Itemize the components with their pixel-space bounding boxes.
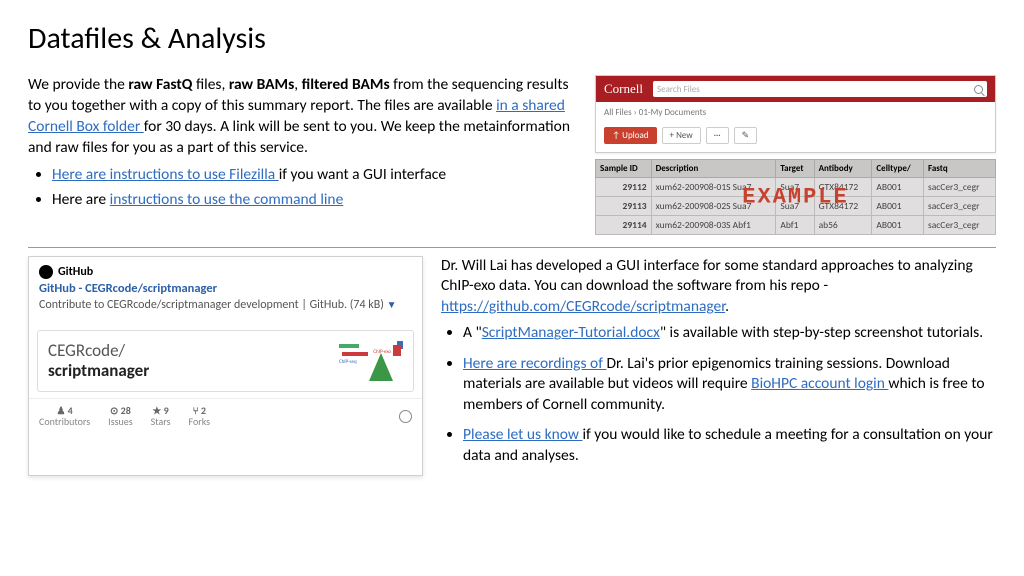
col-header: Antibody <box>814 160 872 178</box>
stat: ⑂ 2Forks <box>189 405 211 427</box>
cmdline-link[interactable]: instructions to use the command line <box>110 190 344 209</box>
stat: ★ 9Stars <box>151 405 171 427</box>
col-header: Fastq <box>923 160 995 178</box>
example-overlay: EXAMPLE <box>742 185 848 210</box>
divider <box>28 247 996 248</box>
list-item: Here are instructions to use the command… <box>52 190 573 211</box>
search-icon <box>974 85 983 94</box>
scriptmanager-link[interactable]: https://github.com/CEGRcode/scriptmanage… <box>441 297 725 316</box>
edit-button[interactable]: ✎ <box>734 127 758 144</box>
github-icon <box>399 410 412 423</box>
more-button[interactable]: ··· <box>706 127 729 144</box>
biohpc-link[interactable]: BioHPC account login <box>751 374 888 393</box>
list-item: Here are instructions to use Filezilla i… <box>52 165 573 186</box>
github-card: GitHub GitHub - CEGRcode/scriptmanager C… <box>28 256 423 476</box>
github-description: Contribute to CEGRcode/scriptmanager dev… <box>39 298 412 314</box>
search-input[interactable]: Search Files <box>653 81 987 97</box>
filezilla-link[interactable]: Here are instructions to use Filezilla <box>52 165 279 184</box>
col-header: Description <box>651 160 776 178</box>
list-item: Please let us know if you would like to … <box>463 425 996 466</box>
cornell-logo: Cornell <box>604 81 643 97</box>
chevron-down-icon: ▼ <box>387 298 397 311</box>
table-row: 29114xum62-200908-03S Abf1Abf1ab56AB001s… <box>596 216 996 235</box>
stat: ♟ 4Contributors <box>39 405 90 427</box>
contact-link[interactable]: Please let us know <box>463 425 582 444</box>
scriptmanager-paragraph: Dr. Will Lai has developed a GUI interfa… <box>441 256 996 317</box>
tutorial-doc-link[interactable]: ScriptManager-Tutorial.docx <box>482 323 660 342</box>
col-header: Sample ID <box>596 160 652 178</box>
github-repo-link[interactable]: GitHub - CEGRcode/scriptmanager <box>39 281 412 296</box>
intro-paragraph: We provide the raw FastQ files, raw BAMs… <box>28 75 573 159</box>
cornell-box-preview: Cornell Search Files All Files › 01-My D… <box>595 75 996 153</box>
github-icon <box>39 265 53 279</box>
stat: ⊙ 28Issues <box>108 405 132 427</box>
col-header: Target <box>776 160 814 178</box>
page-title: Datafiles & Analysis <box>28 20 996 57</box>
upload-button[interactable]: ↑ Upload <box>604 127 657 144</box>
repo-name: CEGRcode/scriptmanager <box>48 341 149 382</box>
list-item: A "ScriptManager-Tutorial.docx" is avail… <box>463 323 996 343</box>
new-button[interactable]: + New <box>662 127 701 144</box>
breadcrumb: All Files › 01-My Documents <box>596 102 995 123</box>
list-item: Here are recordings of Dr. Lai's prior e… <box>463 354 996 415</box>
col-header: Celltype/ <box>872 160 924 178</box>
repo-chart: ChIP-exo ChIP-seq <box>339 341 403 381</box>
recordings-link[interactable]: Here are recordings of <box>463 354 606 373</box>
